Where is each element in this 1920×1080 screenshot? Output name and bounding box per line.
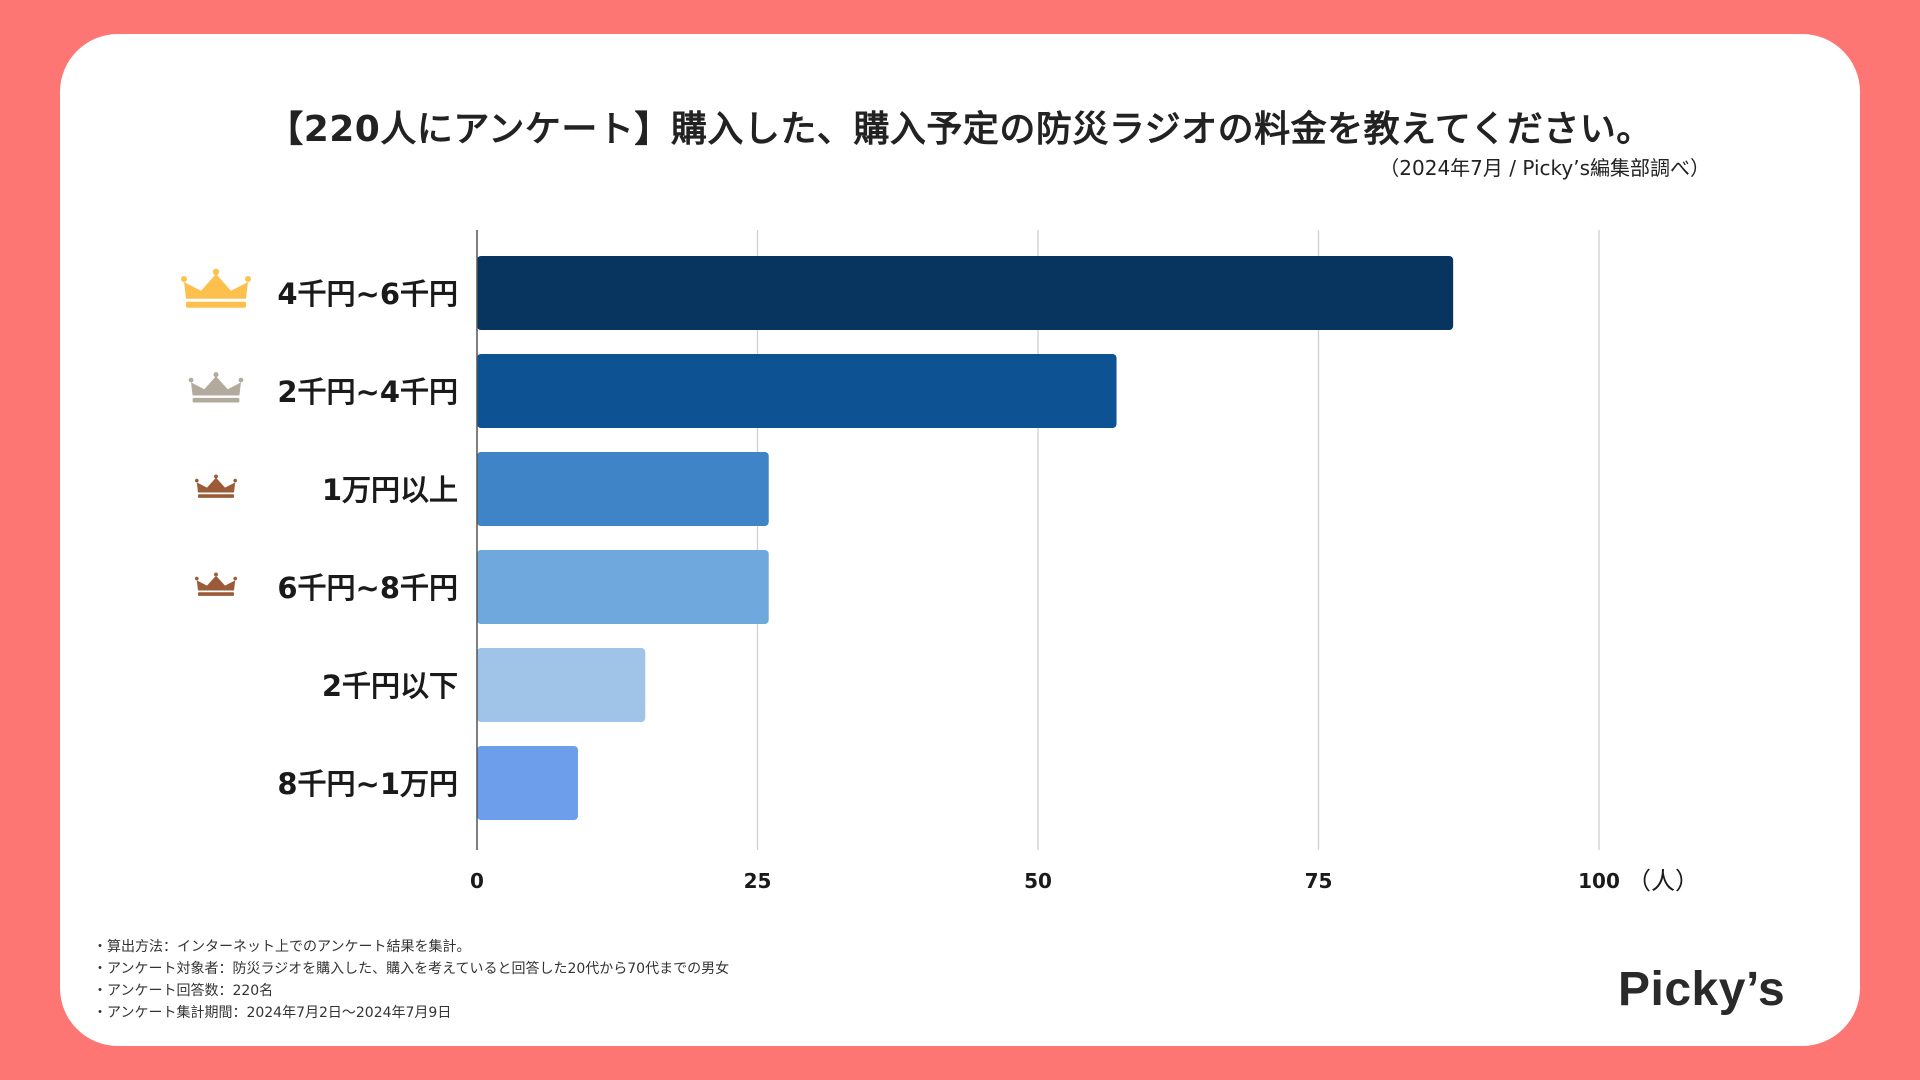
crown-jewel xyxy=(181,276,187,282)
chart-title: 【220人にアンケート】購入した、購入予定の防災ラジオの料金を教えてください。 xyxy=(267,109,1653,150)
crown-jewel xyxy=(233,576,237,581)
x-tick-label: 50 xyxy=(1024,869,1052,893)
brand-logo: Picky’s xyxy=(1618,963,1786,1016)
crown-base xyxy=(186,301,246,308)
note-period: ・アンケート集計期間：2024年7月2日〜2024年7月9日 xyxy=(93,1005,452,1021)
crown-gold-icon xyxy=(184,274,248,299)
survey-notes: ・算出方法：インターネット上でのアンケート結果を集計。 ・アンケート対象者：防災… xyxy=(93,936,729,1024)
crown-jewel xyxy=(245,276,251,282)
crown-jewel xyxy=(233,478,237,483)
note-method: ・算出方法：インターネット上でのアンケート結果を集計。 xyxy=(93,939,471,955)
bar-2 xyxy=(477,354,1117,428)
bar-3 xyxy=(477,452,769,526)
crown-jewel xyxy=(195,478,199,483)
bar-1 xyxy=(477,256,1454,330)
note-target: ・アンケート対象者：防災ラジオを購入した、購入を考えていると回答した20代から7… xyxy=(93,961,730,977)
note-count: ・アンケート回答数：220名 xyxy=(93,983,274,999)
crown-jewel xyxy=(195,576,199,581)
x-tick-label: 25 xyxy=(744,869,772,893)
crown-base xyxy=(192,397,240,403)
x-tick-label: 100 xyxy=(1578,869,1620,893)
category-label: 1万円以上 xyxy=(322,473,458,507)
crown-jewel xyxy=(214,572,218,577)
crown-jewel xyxy=(213,372,219,378)
x-axis-unit: （人） xyxy=(1627,867,1699,895)
category-label: 8千円~1万円 xyxy=(277,767,458,801)
bar-chart: 4千円~6千円 2千円~4千円 1万円以上 6千円~8千円 2千円以下 8千円~1万円 0 2… xyxy=(181,230,1699,895)
bar-5 xyxy=(477,648,646,722)
category-label: 2千円以下 xyxy=(322,669,458,703)
crown-jewel xyxy=(238,377,244,383)
x-tick-label: 0 xyxy=(470,869,484,893)
crown-bronze-icon xyxy=(196,477,236,493)
crown-jewel xyxy=(188,377,194,383)
category-label: 2千円~4千円 xyxy=(277,375,458,409)
bar-4 xyxy=(477,550,769,624)
chart-subtitle: （2024年7月 / Picky’s編集部調べ） xyxy=(1379,156,1710,180)
crown-silver-icon xyxy=(191,376,241,396)
crown-base xyxy=(198,494,234,498)
crown-jewel xyxy=(214,474,218,479)
category-label: 4千円~6千円 xyxy=(277,277,458,311)
bar-6 xyxy=(477,746,578,820)
x-tick-label: 75 xyxy=(1305,869,1333,893)
category-label: 6千円~8千円 xyxy=(277,571,458,605)
card: 【220人にアンケート】購入した、購入予定の防災ラジオの料金を教えてください。 … xyxy=(60,34,1860,1046)
crown-base xyxy=(198,592,234,596)
crown-jewel xyxy=(212,268,220,276)
crown-bronze-icon xyxy=(196,575,236,591)
